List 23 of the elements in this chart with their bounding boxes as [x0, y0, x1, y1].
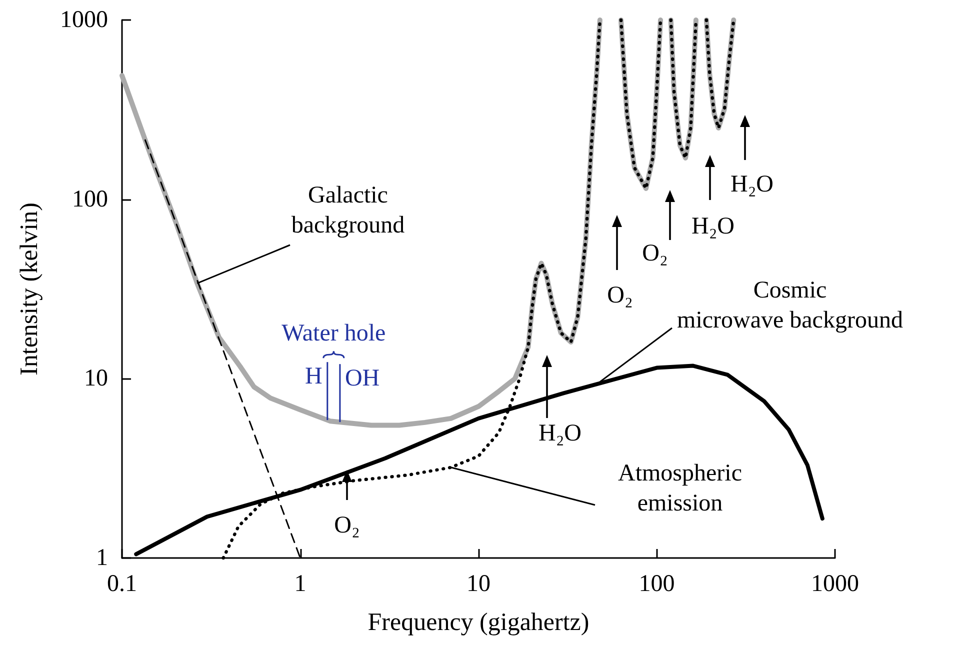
x-tick-label: 1000	[811, 571, 859, 597]
y-axis-title: Intensity (kelvin)	[16, 202, 43, 376]
x-tick-label: 0.1	[107, 571, 137, 597]
y-tick-label: 10	[84, 366, 108, 392]
y-tick-label: 1000	[60, 7, 108, 33]
annotation: O₂	[607, 282, 633, 309]
ref-line-label: OH	[344, 366, 380, 392]
x-tick-label: 100	[638, 571, 675, 597]
x-tick-label: 1	[294, 571, 306, 597]
annotation: O₂	[334, 512, 360, 539]
annotation: Cosmic microwave background	[677, 278, 903, 334]
annotation: H₂O	[730, 172, 774, 198]
x-axis-title: Frequency (gigahertz)	[368, 609, 590, 636]
y-tick-label: 1	[96, 545, 108, 571]
annotation: Galactic background	[291, 182, 405, 239]
x-tick-label: 10	[466, 571, 490, 597]
annotation: H₂O	[691, 214, 735, 240]
ref-line-label: H	[305, 364, 322, 390]
annotation: Atmospheric emission	[618, 460, 742, 517]
annotation: H₂O	[538, 420, 582, 447]
annotation: O₂	[642, 240, 668, 267]
y-tick-label: 100	[72, 186, 108, 212]
annotation: Water hole	[282, 320, 386, 347]
